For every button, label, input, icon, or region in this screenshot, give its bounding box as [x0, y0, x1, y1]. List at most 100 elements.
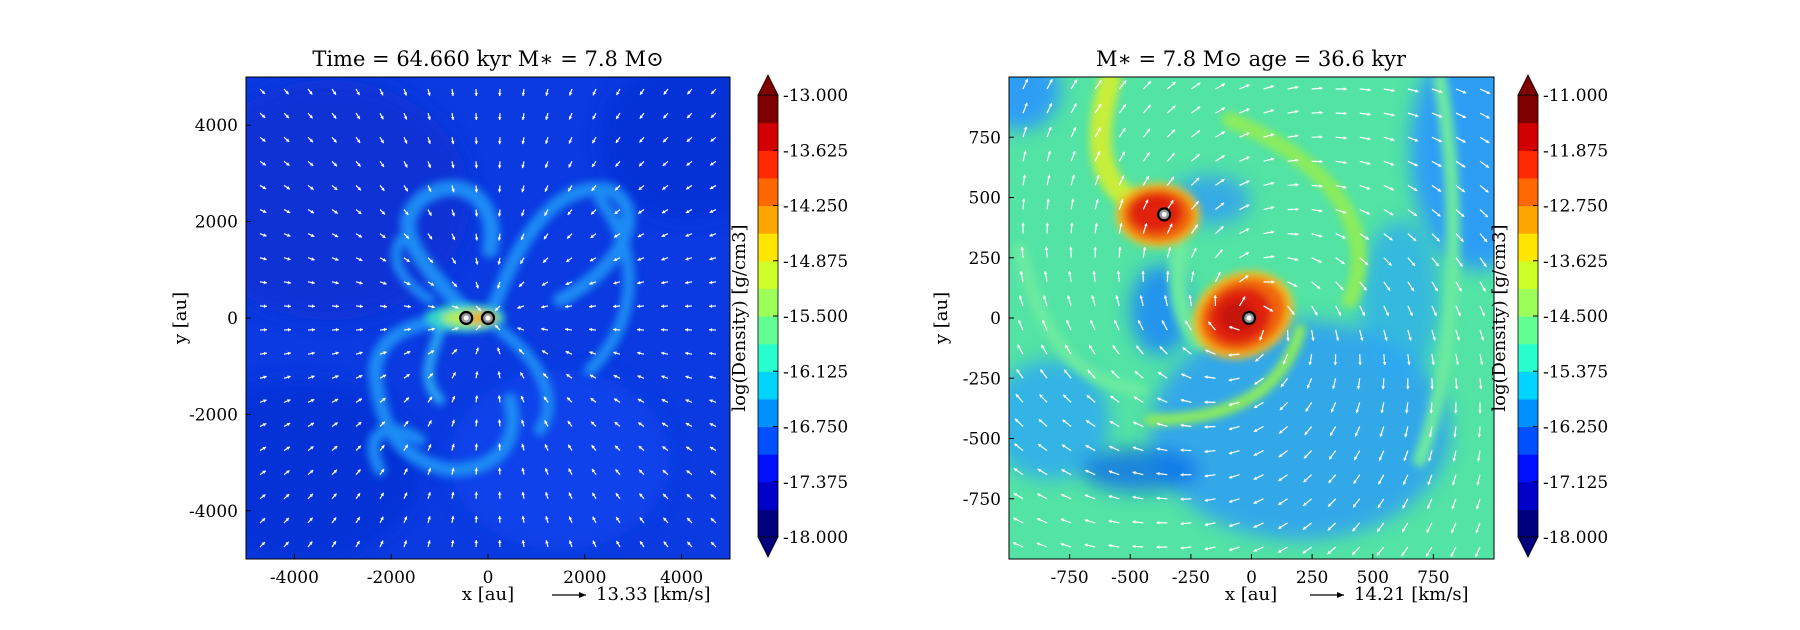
colorbar-segment — [758, 260, 778, 289]
velocity-vector-head — [521, 516, 526, 520]
velocity-vector-head — [381, 211, 385, 215]
velocity-vector-head — [1196, 130, 1201, 134]
velocity-vector-head — [661, 280, 665, 285]
velocity-vector-head — [615, 493, 620, 497]
velocity-vector-head — [543, 235, 548, 240]
velocity-vector-head — [380, 540, 384, 545]
right-ylabel: y [au] — [931, 292, 952, 345]
velocity-vector-head — [1204, 400, 1208, 405]
velocity-vector-head — [309, 493, 313, 498]
velocity-vector-head — [1161, 320, 1166, 324]
velocity-vector-head — [1037, 468, 1042, 473]
velocity-vector-head — [451, 212, 455, 217]
velocity-vector-head — [520, 395, 525, 400]
velocity-vector-head — [311, 351, 315, 356]
velocity-vector-head — [309, 114, 313, 119]
velocity-vector-head — [1270, 205, 1275, 210]
velocity-vector-head — [429, 373, 433, 377]
velocity-vector-head — [1204, 474, 1208, 478]
velocity-vector-head — [1291, 311, 1295, 315]
velocity-vector-head — [1122, 128, 1126, 132]
velocity-vector-head — [1038, 419, 1043, 423]
velocity-vector-head — [521, 491, 525, 496]
colorbar-segment — [1518, 177, 1538, 207]
velocity-vector-head — [1044, 246, 1049, 250]
velocity-vector-head — [286, 209, 291, 213]
left-ylabel: y [au] — [170, 292, 191, 345]
velocity-vector-head — [1229, 523, 1233, 528]
velocity-vector-head — [565, 327, 569, 332]
velocity-vector-head — [357, 210, 362, 214]
right-density-map — [1009, 77, 1494, 559]
velocity-vector-head — [357, 186, 361, 191]
velocity-vector-head — [1451, 529, 1455, 533]
velocity-vector-head — [1180, 521, 1184, 526]
velocity-vector-head — [709, 375, 713, 379]
velocity-vector-head — [497, 371, 501, 375]
velocity-vector-head — [1015, 394, 1020, 398]
velocity-vector-head — [520, 260, 524, 264]
velocity-vector-head — [287, 399, 291, 403]
velocity-vector-head — [497, 347, 501, 351]
velocity-vector-head — [1255, 358, 1259, 362]
velocity-vector-head — [1013, 517, 1017, 521]
velocity-vector-head — [685, 304, 689, 308]
velocity-vector-head — [1114, 320, 1118, 324]
velocity-vector-head — [1245, 228, 1250, 232]
velocity-vector-head — [517, 305, 521, 309]
velocity-vector-head — [381, 445, 385, 449]
colorbar-segment — [758, 316, 778, 345]
velocity-vector-head — [1343, 136, 1347, 140]
velocity-vector-head — [428, 235, 433, 240]
right-title: M∗ = 7.8 M⊙ age = 36.6 kyr — [1096, 47, 1407, 71]
velocity-vector-head — [1049, 79, 1053, 83]
velocity-vector-head — [1038, 444, 1042, 448]
velocity-vector-head — [1390, 137, 1395, 142]
velocity-vector-head — [1098, 80, 1102, 84]
velocity-vector-head — [1060, 518, 1065, 522]
velocity-vector-head — [568, 187, 572, 192]
colorbar-segment — [758, 343, 778, 372]
velocity-vector-head — [383, 281, 387, 285]
velocity-vector-head — [1069, 246, 1073, 250]
velocity-vector-head — [1269, 308, 1274, 312]
velocity-vector-head — [637, 257, 641, 261]
velocity-vector-head — [1246, 84, 1250, 88]
velocity-vector-head — [403, 116, 408, 120]
velocity-vector-head — [638, 186, 643, 190]
velocity-vector-head — [568, 492, 572, 496]
x-tick-label: -750 — [1051, 568, 1089, 588]
velocity-vector-head — [1142, 246, 1147, 251]
colorbar-segment — [758, 177, 778, 207]
velocity-vector-head — [287, 257, 291, 261]
velocity-vector-head — [545, 516, 549, 520]
velocity-vector-head — [1295, 183, 1299, 187]
right-axis-ticks: -750 -500 -250 0 250 500 750 -750 -500 -250 0 250 50… — [963, 128, 1450, 588]
velocity-vector-head — [309, 541, 313, 545]
velocity-vector-head — [1280, 383, 1285, 388]
velocity-vector-head — [357, 469, 361, 473]
velocity-vector-head — [1311, 337, 1315, 341]
velocity-vector-head — [592, 516, 596, 521]
velocity-vector-head — [285, 541, 289, 546]
velocity-vector-head — [1485, 139, 1490, 143]
velocity-vector-head — [450, 92, 455, 96]
velocity-vector-head — [686, 494, 691, 498]
velocity-vector-head — [686, 138, 691, 142]
y-tick-label: 0 — [227, 309, 238, 329]
colorbar-tick-label: -15.375 — [1543, 362, 1608, 382]
velocity-vector-head — [1084, 494, 1089, 498]
velocity-vector-head — [1308, 361, 1313, 366]
velocity-vector-head — [1366, 186, 1371, 190]
velocity-vector-head — [263, 233, 267, 237]
velocity-vector-head — [1456, 337, 1461, 341]
velocity-vector-head — [661, 399, 666, 403]
velocity-vector-head — [1319, 110, 1323, 115]
left-xlabel: x [au] — [462, 584, 514, 605]
velocity-vector-head — [711, 90, 715, 94]
velocity-vector-head — [453, 349, 457, 353]
velocity-vector-head — [614, 210, 619, 214]
velocity-vector-head — [1048, 103, 1053, 107]
velocity-vector-head — [1402, 528, 1406, 533]
velocity-vector-head — [1108, 494, 1112, 499]
